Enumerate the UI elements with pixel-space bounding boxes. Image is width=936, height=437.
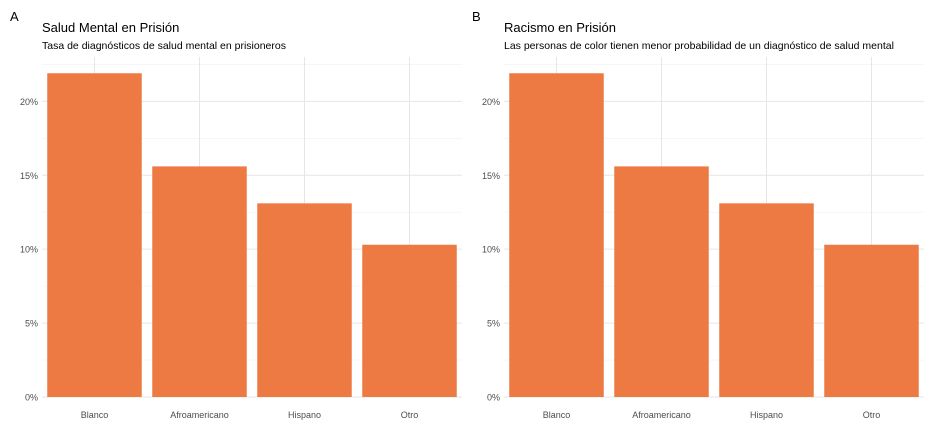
bar-afroamericano [614,166,709,397]
bar-hispano [257,203,352,397]
y-tick-label: 15% [20,171,38,181]
x-tick-label: Blanco [543,410,571,420]
panel-tag: B [472,9,481,24]
x-tick-label: Otro [863,410,881,420]
y-tick-label: 20% [20,97,38,107]
y-tick-label: 5% [487,319,500,329]
bar-blanco [509,73,604,398]
x-tick-label: Hispano [288,410,321,420]
chart-subtitle: Las personas de color tienen menor proba… [504,40,894,52]
y-tick-label: 10% [20,245,38,255]
x-tick-label: Afroamericano [632,410,691,420]
y-tick-label: 20% [482,97,500,107]
y-tick-label: 5% [25,319,38,329]
bar-otro [362,244,457,397]
bar-otro [824,244,919,397]
x-tick-label: Hispano [750,410,783,420]
chart-panel-a: A Salud Mental en Prisión Tasa de diagnóst… [10,9,462,420]
bar-hispano [719,203,814,397]
y-tick-label: 0% [487,393,500,403]
x-tick-label: Blanco [81,410,109,420]
x-tick-label: Afroamericano [170,410,229,420]
bar-afroamericano [152,166,247,397]
y-tick-label: 0% [25,393,38,403]
chart-panel-b: B Racismo en Prisión Las personas de color… [472,9,924,420]
x-tick-label: Otro [401,410,419,420]
chart-title: Racismo en Prisión [504,20,616,35]
y-tick-label: 15% [482,171,500,181]
y-tick-label: 10% [482,245,500,255]
panel-tag: A [10,9,19,24]
bar-blanco [47,73,142,398]
chart-subtitle: Tasa de diagnósticos de salud mental en … [42,40,286,52]
chart-title: Salud Mental en Prisión [42,20,179,35]
